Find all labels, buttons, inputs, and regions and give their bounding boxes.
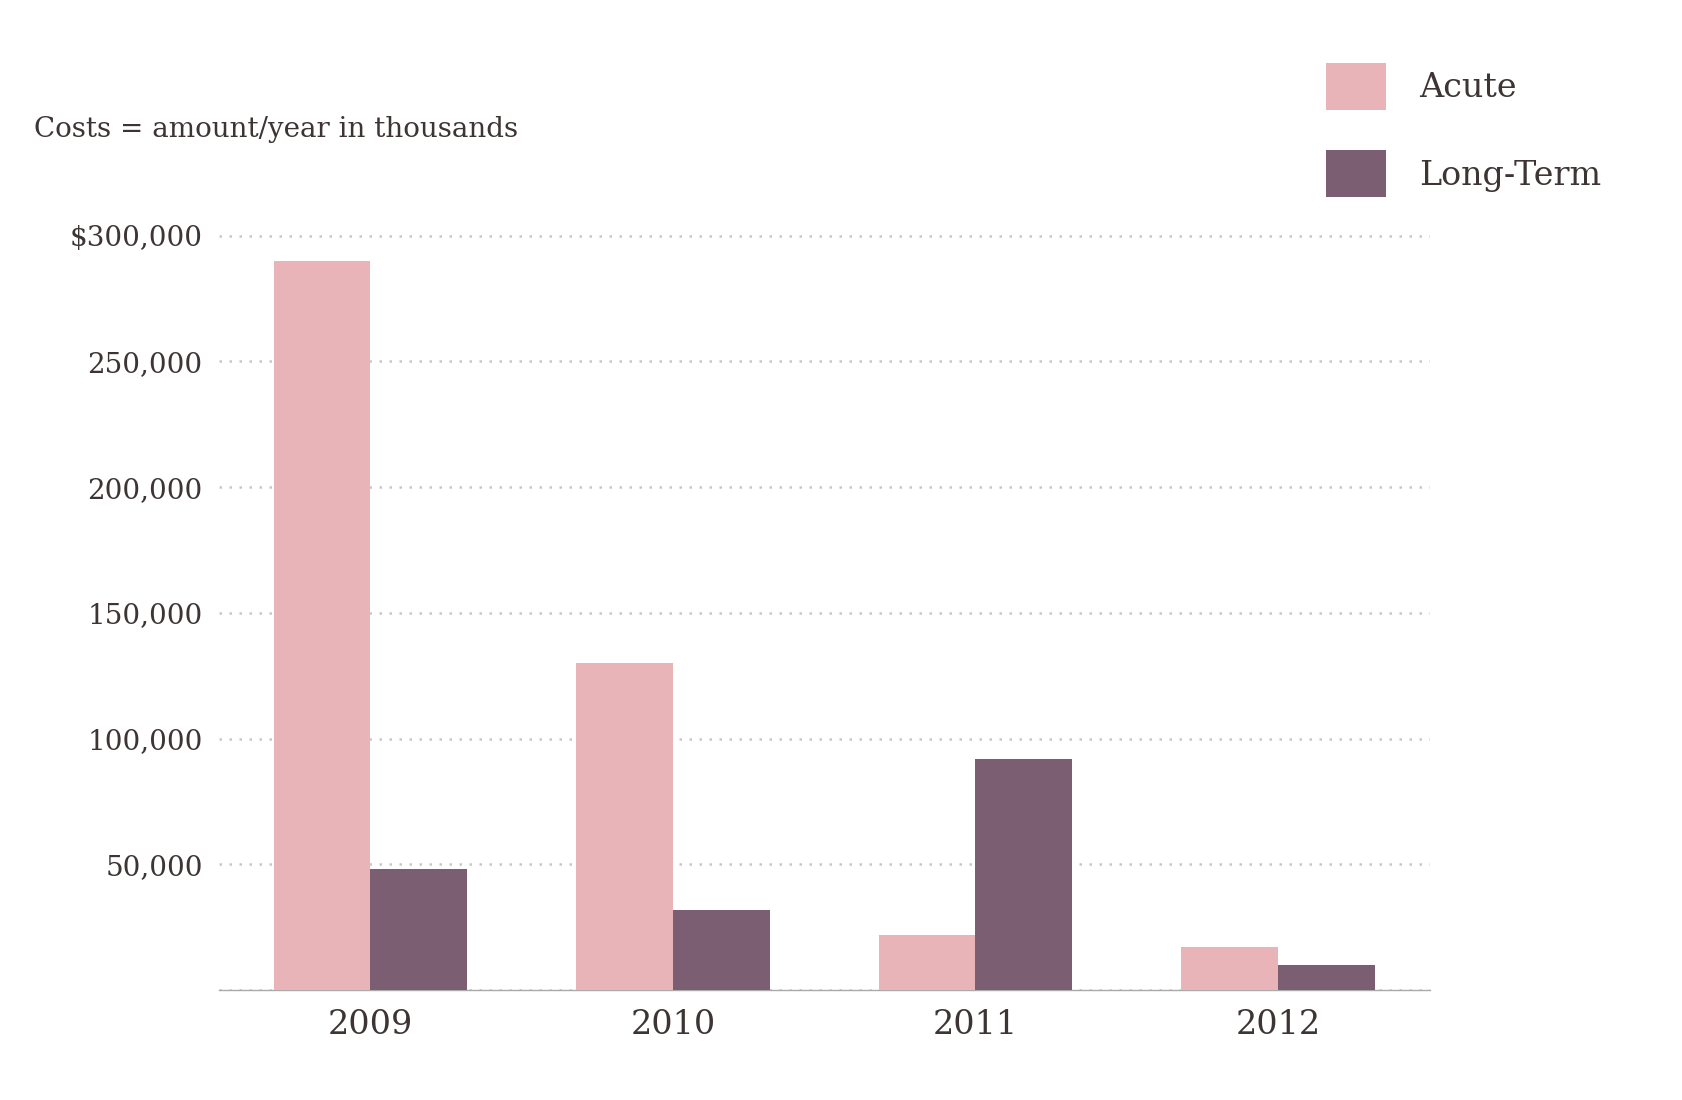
Text: Costs = amount/year in thousands: Costs = amount/year in thousands: [34, 116, 518, 143]
Legend: Acute, Long-Term: Acute, Long-Term: [1312, 50, 1615, 211]
Bar: [878, 935, 976, 990]
Bar: [274, 261, 370, 990]
Bar: [673, 910, 770, 990]
Bar: [976, 759, 1071, 990]
Bar: [577, 663, 673, 990]
Bar: [1181, 947, 1278, 990]
Bar: [370, 869, 468, 990]
Bar: [1278, 965, 1374, 990]
